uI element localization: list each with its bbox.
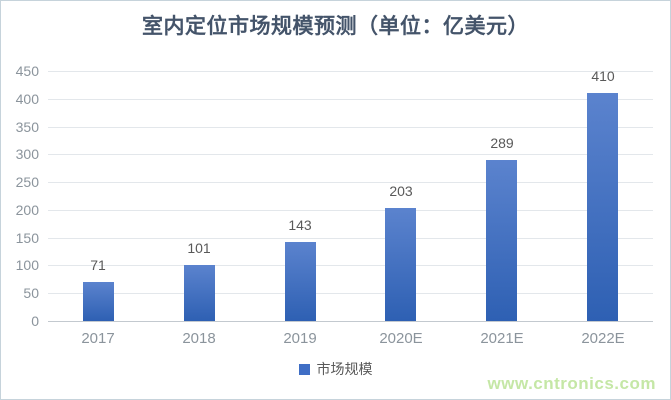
bar-value-label: 143 [288, 217, 312, 233]
bar-value-label: 289 [490, 135, 514, 151]
gridline [48, 265, 653, 266]
y-axis-tick-label: 200 [15, 202, 39, 218]
gridline [48, 154, 653, 155]
x-axis-category-label: 2019 [283, 330, 317, 347]
bar-2021E [486, 160, 517, 321]
x-axis-category-label: 2017 [81, 330, 115, 347]
y-axis-tick-label: 100 [15, 257, 39, 273]
bar-2022E [587, 93, 618, 321]
chart-title: 室内定位市场规模预测（单位：亿美元） [142, 15, 529, 38]
gridline [48, 99, 653, 100]
bar-value-label: 410 [591, 68, 615, 84]
legend-marker-square [298, 363, 310, 375]
gridline [48, 293, 653, 294]
x-axis-line [48, 321, 653, 322]
gridline [48, 238, 653, 239]
x-axis-category-label: 2022E [581, 330, 625, 347]
y-axis-tick-label: 0 [31, 313, 39, 329]
bar-2020E [385, 208, 416, 321]
bar-value-label: 101 [187, 240, 211, 256]
x-axis-category-label: 2018 [182, 330, 216, 347]
gridline [48, 71, 653, 72]
legend: 市场规模 [1, 359, 670, 379]
y-axis-tick-label: 50 [23, 285, 39, 301]
y-axis-tick-label: 150 [15, 230, 39, 246]
y-axis-tick-label: 450 [15, 63, 39, 79]
legend-series-label: 市场规模 [316, 361, 373, 377]
y-axis-tick-label: 400 [15, 91, 39, 107]
watermark: www.cntronics.com [487, 374, 656, 393]
y-axis-tick-label: 250 [15, 174, 39, 190]
bar-2017 [83, 282, 114, 321]
x-axis-category-label: 2020E [379, 330, 423, 347]
y-axis-tick-label: 350 [15, 119, 39, 135]
y-axis-tick-label: 300 [15, 146, 39, 162]
bar-value-label: 71 [90, 257, 106, 273]
gridline [48, 182, 653, 183]
gridline [48, 127, 653, 128]
x-axis-category-label: 2021E [480, 330, 524, 347]
bar-2019 [285, 242, 316, 321]
gridline [48, 210, 653, 211]
bar-value-label: 203 [389, 183, 413, 199]
bar-2018 [184, 265, 215, 321]
